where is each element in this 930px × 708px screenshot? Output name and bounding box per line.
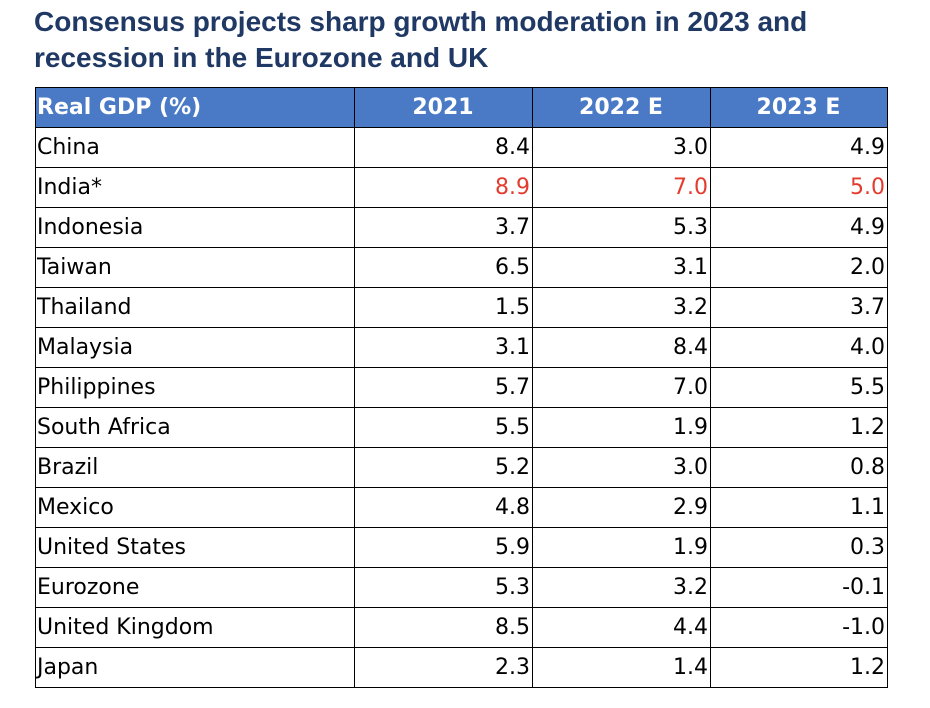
value-2023e-cell: 0.3 — [710, 527, 888, 568]
country-cell: Mexico — [35, 487, 355, 528]
country-cell: Brazil — [35, 447, 355, 488]
value-2021-cell: 3.1 — [354, 327, 533, 368]
page-title: Consensus projects sharp growth moderati… — [34, 6, 808, 73]
header-row: Real GDP (%) 2021 2022 E 2023 E — [35, 87, 888, 128]
value-2021-cell: 8.4 — [354, 127, 533, 168]
value-2021-cell: 5.5 — [354, 407, 533, 448]
country-cell: Japan — [35, 647, 355, 688]
value-2022e-cell: 1.9 — [532, 527, 711, 568]
value-2022e-cell: 3.2 — [532, 567, 711, 608]
country-cell: India* — [35, 167, 355, 208]
value-2022e-cell: 8.4 — [532, 327, 711, 368]
column-header-2023e: 2023 E — [710, 87, 888, 128]
value-2021-cell: 8.5 — [354, 607, 533, 648]
value-2021-cell: 5.3 — [354, 567, 533, 608]
value-2022e-cell: 1.9 — [532, 407, 711, 448]
value-2022e-cell: 5.3 — [532, 207, 711, 248]
country-cell: Indonesia — [35, 207, 355, 248]
value-2021-cell: 6.5 — [354, 247, 533, 288]
table-row: India* 8.9 7.0 5.0 — [35, 167, 888, 208]
value-2023e-cell: 4.9 — [710, 127, 888, 168]
country-cell: Thailand — [35, 287, 355, 328]
country-cell: Taiwan — [35, 247, 355, 288]
value-2022e-cell: 3.2 — [532, 287, 711, 328]
column-header-2021: 2021 — [354, 87, 533, 128]
country-cell: United Kingdom — [35, 607, 355, 648]
value-2023e-cell: 3.7 — [710, 287, 888, 328]
value-2021-cell: 4.8 — [354, 487, 533, 528]
column-header-2022e: 2022 E — [532, 87, 711, 128]
value-2023e-cell: 5.5 — [710, 367, 888, 408]
table-row: Thailand 1.5 3.2 3.7 — [35, 287, 888, 328]
value-2021-cell: 5.9 — [354, 527, 533, 568]
country-cell: Malaysia — [35, 327, 355, 368]
table-row: Philippines 5.7 7.0 5.5 — [35, 367, 888, 408]
table-header: Real GDP (%) 2021 2022 E 2023 E — [35, 87, 888, 128]
table-row: United Kingdom 8.5 4.4 -1.0 — [35, 607, 888, 648]
value-2022e-cell: 2.9 — [532, 487, 711, 528]
table-row: Brazil 5.2 3.0 0.8 — [35, 447, 888, 488]
value-2021-cell: 8.9 — [354, 167, 533, 208]
country-cell: United States — [35, 527, 355, 568]
table-row: Malaysia 3.1 8.4 4.0 — [35, 327, 888, 368]
table-row: Taiwan 6.5 3.1 2.0 — [35, 247, 888, 288]
value-2021-cell: 1.5 — [354, 287, 533, 328]
value-2023e-cell: 2.0 — [710, 247, 888, 288]
value-2023e-cell: 4.9 — [710, 207, 888, 248]
value-2023e-cell: 1.1 — [710, 487, 888, 528]
table-body: China 8.4 3.0 4.9 India* 8.9 7.0 5.0 Indonesia 3.… — [35, 127, 888, 688]
value-2022e-cell: 4.4 — [532, 607, 711, 648]
value-2023e-cell: 1.2 — [710, 647, 888, 688]
value-2021-cell: 3.7 — [354, 207, 533, 248]
value-2023e-cell: 5.0 — [710, 167, 888, 208]
table-row: Eurozone 5.3 3.2 -0.1 — [35, 567, 888, 608]
value-2022e-cell: 3.0 — [532, 447, 711, 488]
value-2023e-cell: -1.0 — [710, 607, 888, 648]
country-cell: South Africa — [35, 407, 355, 448]
table-row: Mexico 4.8 2.9 1.1 — [35, 487, 888, 528]
table-row: United States 5.9 1.9 0.3 — [35, 527, 888, 568]
value-2022e-cell: 3.0 — [532, 127, 711, 168]
value-2022e-cell: 3.1 — [532, 247, 711, 288]
table-row: Indonesia 3.7 5.3 4.9 — [35, 207, 888, 248]
gdp-table: Real GDP (%) 2021 2022 E 2023 E China 8.4… — [35, 87, 888, 688]
country-cell: China — [35, 127, 355, 168]
table-row: South Africa 5.5 1.9 1.2 — [35, 407, 888, 448]
value-2021-cell: 5.2 — [354, 447, 533, 488]
table-row: China 8.4 3.0 4.9 — [35, 127, 888, 168]
value-2022e-cell: 7.0 — [532, 167, 711, 208]
country-cell: Philippines — [35, 367, 355, 408]
value-2021-cell: 2.3 — [354, 647, 533, 688]
country-cell: Eurozone — [35, 567, 355, 608]
value-2022e-cell: 1.4 — [532, 647, 711, 688]
value-2023e-cell: 0.8 — [710, 447, 888, 488]
column-header-metric: Real GDP (%) — [35, 87, 355, 128]
value-2023e-cell: 1.2 — [710, 407, 888, 448]
value-2023e-cell: -0.1 — [710, 567, 888, 608]
value-2021-cell: 5.7 — [354, 367, 533, 408]
value-2023e-cell: 4.0 — [710, 327, 888, 368]
table-row: Japan 2.3 1.4 1.2 — [35, 647, 888, 688]
value-2022e-cell: 7.0 — [532, 367, 711, 408]
